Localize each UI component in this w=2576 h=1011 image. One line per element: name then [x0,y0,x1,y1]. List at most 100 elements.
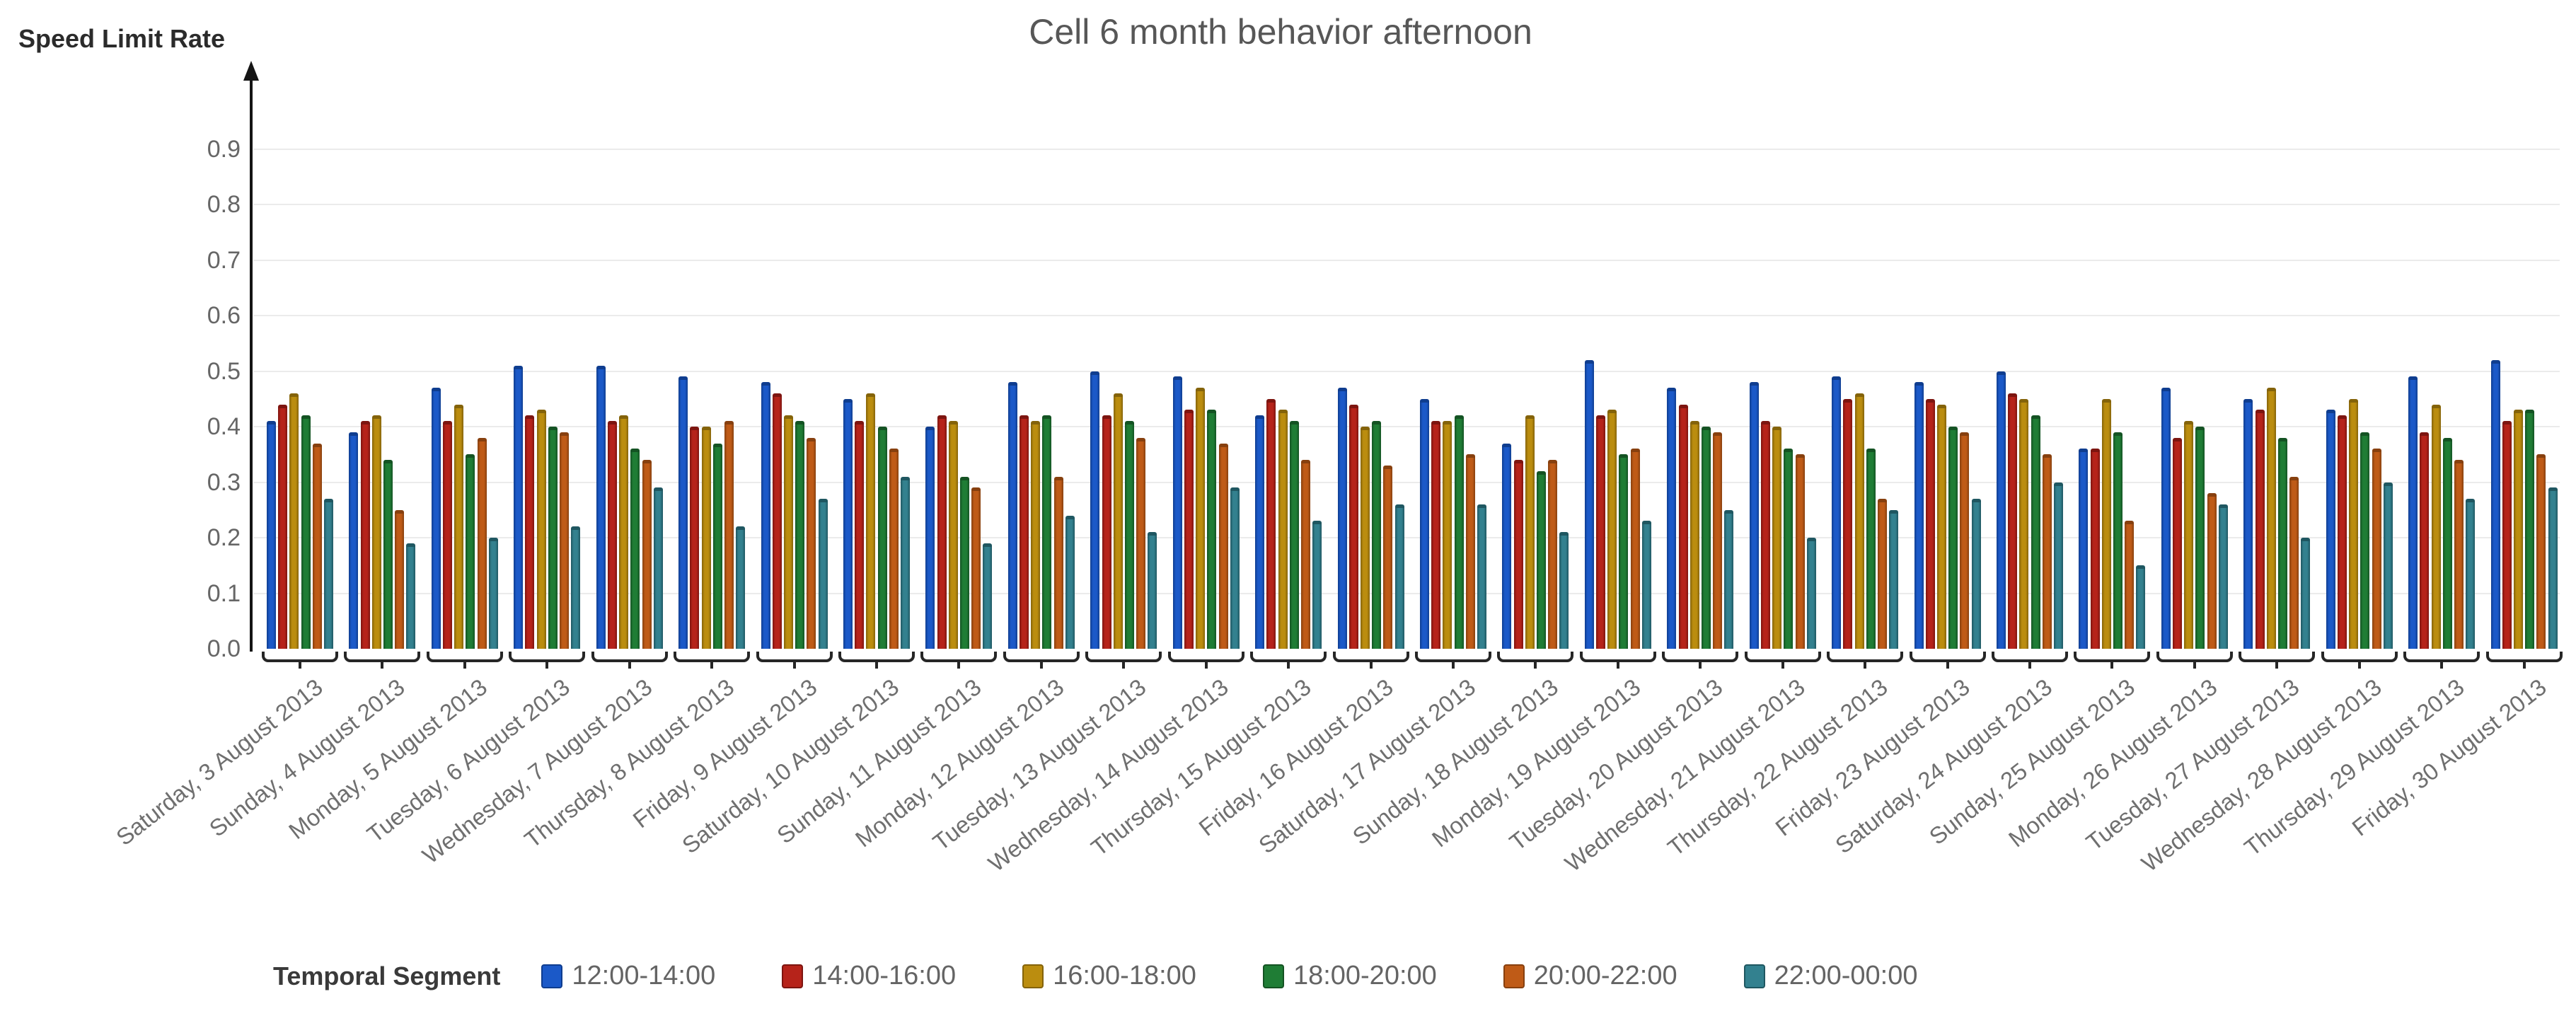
bar [783,415,793,649]
group-bracket-stem [1534,659,1537,669]
legend-item-label: 22:00-00:00 [1774,961,1918,990]
bar [443,421,453,649]
bar [1690,421,1699,649]
bar [1196,388,1206,649]
bar [1136,437,1146,649]
bar [1784,449,1794,649]
group-bracket-stem [792,659,796,669]
bar [1348,404,1358,649]
legend-swatch-icon [782,964,804,988]
bar [2431,404,2441,649]
bar [2502,421,2512,649]
group-bracket-stem [1864,659,1867,669]
legend-title: Temporal Segment [273,961,501,990]
bar [2349,398,2359,649]
group-bracket-stem [2357,659,2361,669]
bar [1148,532,1157,649]
bar [1937,404,1946,649]
bar [1925,398,1935,649]
bar [1630,449,1640,649]
bar [1394,504,1404,649]
y-tick-label: 0.2 [207,524,241,551]
bar [2337,415,2347,649]
group-bracket-stem [2522,659,2526,669]
bar [1031,421,1041,649]
bar [1584,359,1594,649]
y-tick-label: 0.3 [207,468,241,496]
group-bracket-stem [2028,659,2032,669]
bar [2161,388,2171,649]
bar [2383,482,2393,649]
group-bracket-stem [2110,659,2114,669]
bar [1065,515,1075,649]
bar [289,393,299,649]
bar [2525,410,2535,649]
bar [548,427,558,649]
bar [2277,437,2287,649]
bar [2008,393,2018,649]
bar [571,526,581,649]
bar [678,376,688,649]
bar [1172,376,1182,649]
gridline [253,259,2560,261]
y-tick-label: 0.6 [207,302,241,329]
bar [1337,388,1347,649]
group-bracket [1497,652,1574,669]
gridline [253,370,2560,372]
bar [395,509,405,649]
bar [2466,499,2476,649]
bar [1431,421,1441,649]
bar [560,432,570,649]
group-bracket-stem [628,659,631,669]
bar [2536,454,2546,649]
bar [2079,449,2089,649]
group-bracket-stem [1122,659,1126,669]
bar [1960,432,1970,649]
bar [383,460,393,649]
bar [1619,454,1629,649]
group-bracket [1003,652,1080,669]
bar [1289,421,1299,649]
bar [2442,437,2452,649]
bar [971,487,981,649]
bar [1806,538,1816,649]
group-bracket-stem [1699,659,1702,669]
bar [2031,415,2040,649]
bar [843,398,853,649]
bar [1020,415,1029,649]
bar [1914,382,1924,649]
legend: Temporal Segment 12:00-14:00 14:00-16:00 1… [273,961,1984,991]
group-bracket [1744,652,1821,669]
legend-item-label: 20:00-22:00 [1533,961,1677,990]
group-bracket [426,652,503,669]
bar [690,427,700,649]
bar [948,421,958,649]
y-tick-label: 0.4 [207,413,241,440]
bar [2266,388,2276,649]
legend-swatch-icon [1022,964,1044,988]
bar [1312,521,1322,649]
bar [1832,376,1842,649]
bar [1795,454,1805,649]
bar [901,476,910,649]
legend-item-label: 16:00-18:00 [1053,961,1196,990]
bar [1513,460,1523,649]
legend-item: 20:00-22:00 [1503,961,1677,991]
legend-item-label: 14:00-16:00 [812,961,957,990]
bar [1278,410,1288,649]
bar [1465,454,1475,649]
legend-item: 18:00-20:00 [1262,961,1437,991]
chart-title: Cell 6 month behavior afternoon [1029,12,1532,52]
bar [278,404,288,649]
group-bracket [2156,652,2233,669]
bar [2113,432,2123,649]
bar [312,443,322,649]
bar [2514,410,2523,649]
bar [2173,437,2183,649]
bar [2054,482,2064,649]
group-bracket [838,652,915,669]
bar [2372,449,2381,649]
y-tick-label: 0.1 [207,579,241,607]
bar [1207,410,1217,649]
group-bracket [1992,652,2069,669]
